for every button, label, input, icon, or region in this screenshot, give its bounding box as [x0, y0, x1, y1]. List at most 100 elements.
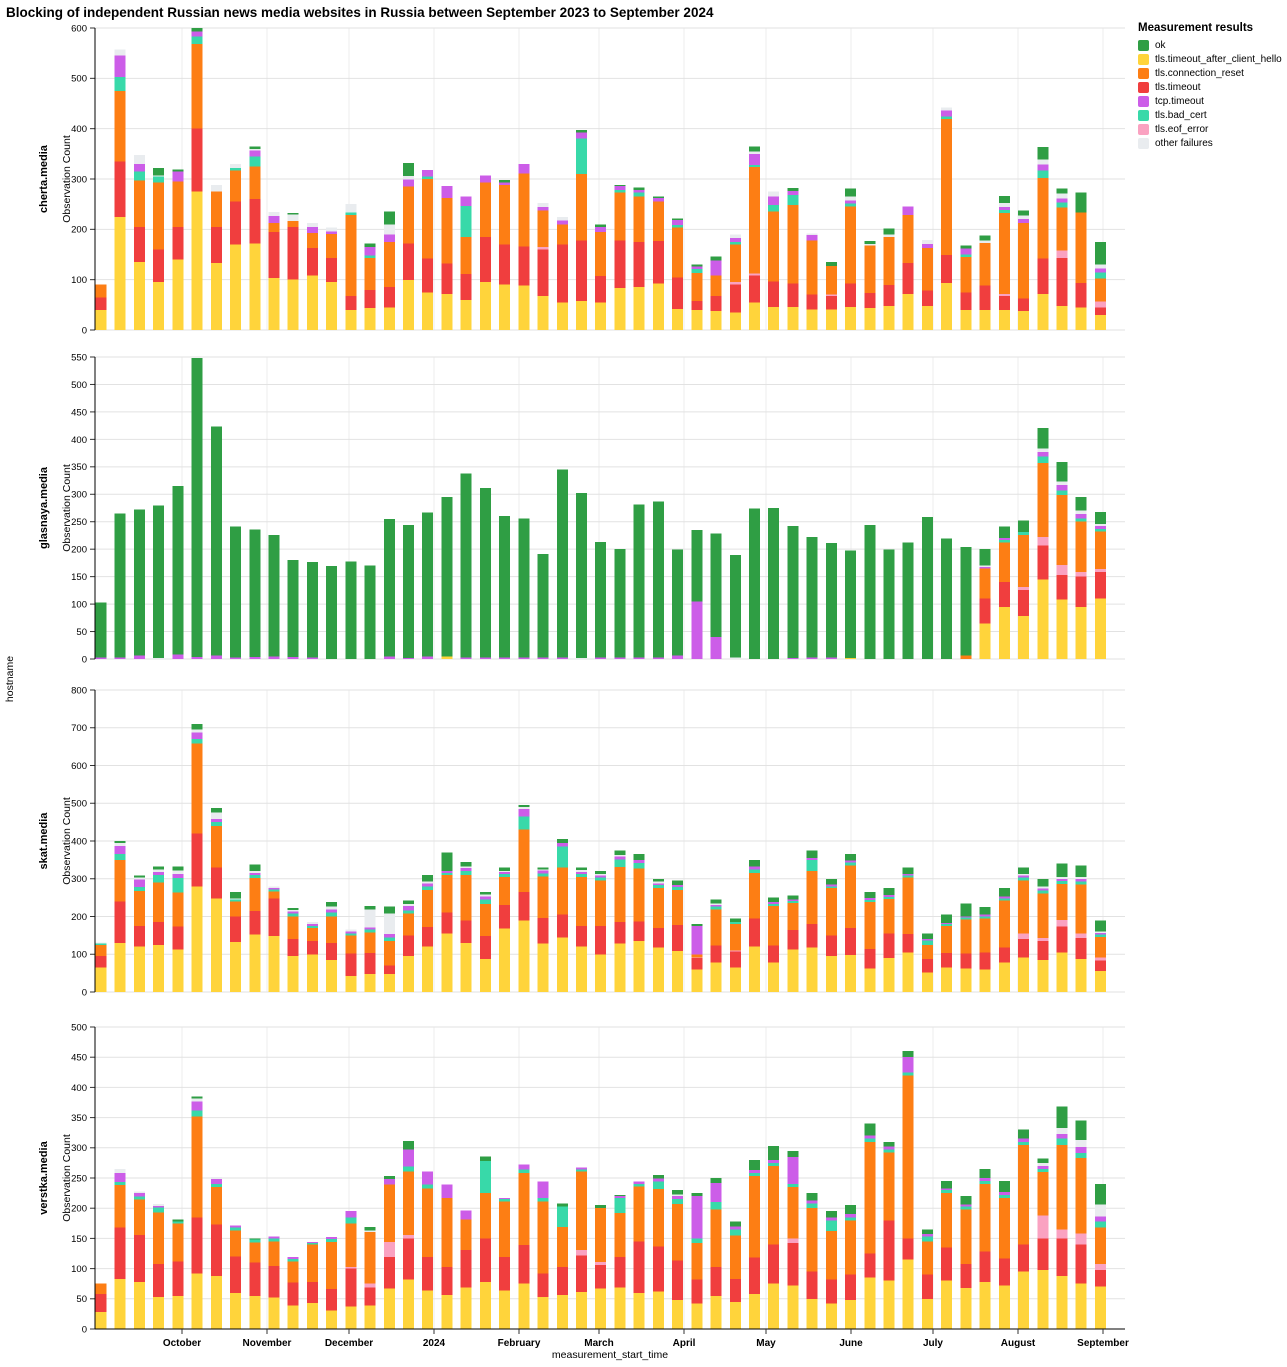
bar-segment: [306, 927, 318, 942]
bar-segment: [537, 657, 549, 659]
bar-segment: [787, 899, 799, 902]
legend-item-label: tls.eof_error: [1155, 124, 1209, 135]
bar-segment: [710, 945, 722, 963]
legend-items: ok tls.timeout_after_client_hello tls.conn…: [1138, 40, 1286, 149]
bar-segment: [998, 947, 1010, 963]
bar-segment: [403, 1171, 415, 1235]
bar-segment: [1075, 510, 1087, 515]
bar-segment: [1037, 448, 1049, 452]
bar-segment: [191, 44, 203, 129]
bar-segment: [364, 929, 376, 933]
bar-segment: [268, 231, 280, 279]
bar-segment: [960, 292, 972, 310]
bar-segment: [422, 1257, 434, 1291]
bar-segment: [537, 867, 549, 870]
bar-segment: [153, 874, 165, 883]
bar-segment: [153, 505, 165, 658]
bar-segment: [191, 833, 203, 887]
bar-segment: [748, 866, 760, 870]
bar-segment: [806, 857, 818, 860]
bar-segment: [941, 914, 953, 923]
bar-segment: [1056, 202, 1068, 208]
bar-segment: [941, 924, 953, 926]
bar-segment: [345, 935, 357, 954]
bar-segment: [230, 1227, 242, 1231]
bar-segment: [172, 259, 184, 330]
bar-segment: [672, 224, 684, 228]
bar-segment: [537, 210, 549, 247]
y-tick-label: 450: [71, 407, 87, 418]
bar-segment: [1056, 188, 1068, 194]
bar-segment: [403, 280, 415, 330]
bar-segment: [1018, 875, 1030, 878]
bar-segment: [460, 299, 472, 330]
bar-segment: [998, 526, 1010, 539]
bar-segment: [979, 1181, 991, 1185]
bar-segment: [595, 1205, 607, 1209]
bar-segment: [133, 1199, 145, 1235]
bar-segment: [864, 1253, 876, 1278]
bar-segment: [614, 1257, 626, 1288]
bar-segment: [883, 958, 895, 992]
bar-segment: [1018, 1271, 1030, 1329]
bar-segment: [114, 49, 126, 56]
bar-segment: [153, 1263, 165, 1297]
facet-label-skat: skat.media: [38, 812, 50, 870]
bar-segment: [422, 946, 434, 992]
bar-segment: [537, 918, 549, 944]
legend-item: other failures: [1138, 138, 1286, 149]
bar-segment: [133, 1234, 145, 1282]
bar-segment: [576, 946, 587, 992]
bar-segment: [921, 933, 933, 940]
bar-segment: [883, 896, 895, 899]
bar-segment: [345, 561, 357, 659]
bar-segment: [979, 952, 991, 970]
bar-segment: [230, 201, 242, 245]
bar-segment: [710, 903, 722, 905]
bar-segment: [1056, 876, 1068, 879]
x-tick-label: May: [756, 1338, 776, 1349]
bar-segment: [921, 239, 933, 244]
legend-swatch-icon: [1138, 138, 1149, 149]
bar-segment: [998, 210, 1010, 214]
bar-segment: [614, 943, 626, 992]
bar-segment: [768, 1159, 780, 1163]
bar-segment: [633, 921, 645, 942]
bar-segment: [710, 310, 722, 330]
bar-segment: [268, 1266, 280, 1298]
bar-segment: [941, 116, 953, 120]
y-tick-label: 0: [82, 1324, 87, 1335]
bar-segment: [1075, 572, 1087, 577]
bar-segment: [748, 1257, 760, 1294]
bar-segment: [979, 565, 991, 567]
bar-segment: [691, 954, 703, 958]
bar-segment: [633, 868, 645, 922]
bar-segment: [133, 180, 145, 227]
bar-segment: [806, 657, 818, 659]
bar-segment: [845, 860, 857, 863]
legend-item: tls.timeout_after_client_hello: [1138, 54, 1286, 65]
legend-swatch-icon: [1138, 82, 1149, 93]
facet-row-verstka: 0 50 100 150 200 250 300 350 400 450 500 October Nov…: [71, 1022, 1129, 1349]
bar-segment: [1056, 490, 1068, 495]
bar-segment: [1075, 1158, 1087, 1234]
y-tick-label: 100: [71, 950, 87, 961]
bar-segment: [710, 1178, 722, 1183]
y-tick-label: 200: [71, 545, 87, 556]
bar-segment: [172, 949, 184, 992]
bar-segment: [768, 904, 780, 906]
bar-segment: [153, 176, 165, 183]
bar-segment: [422, 886, 434, 891]
bar-segment: [345, 309, 357, 330]
bar-segment: [902, 263, 914, 294]
bar-segment: [268, 656, 280, 659]
bar-segment: [691, 924, 703, 926]
facet-plot-verstka: 0 50 100 150 200 250 300 350 400 450 500 October Nov…: [71, 1022, 1129, 1349]
bar-segment: [864, 307, 876, 330]
bar-segment: [499, 185, 511, 245]
bar-segment: [941, 953, 953, 968]
y-tick-label: 350: [71, 1113, 87, 1124]
bar-segment: [422, 258, 434, 293]
bar-segment: [383, 941, 395, 966]
y-tick-label: 100: [71, 599, 87, 610]
